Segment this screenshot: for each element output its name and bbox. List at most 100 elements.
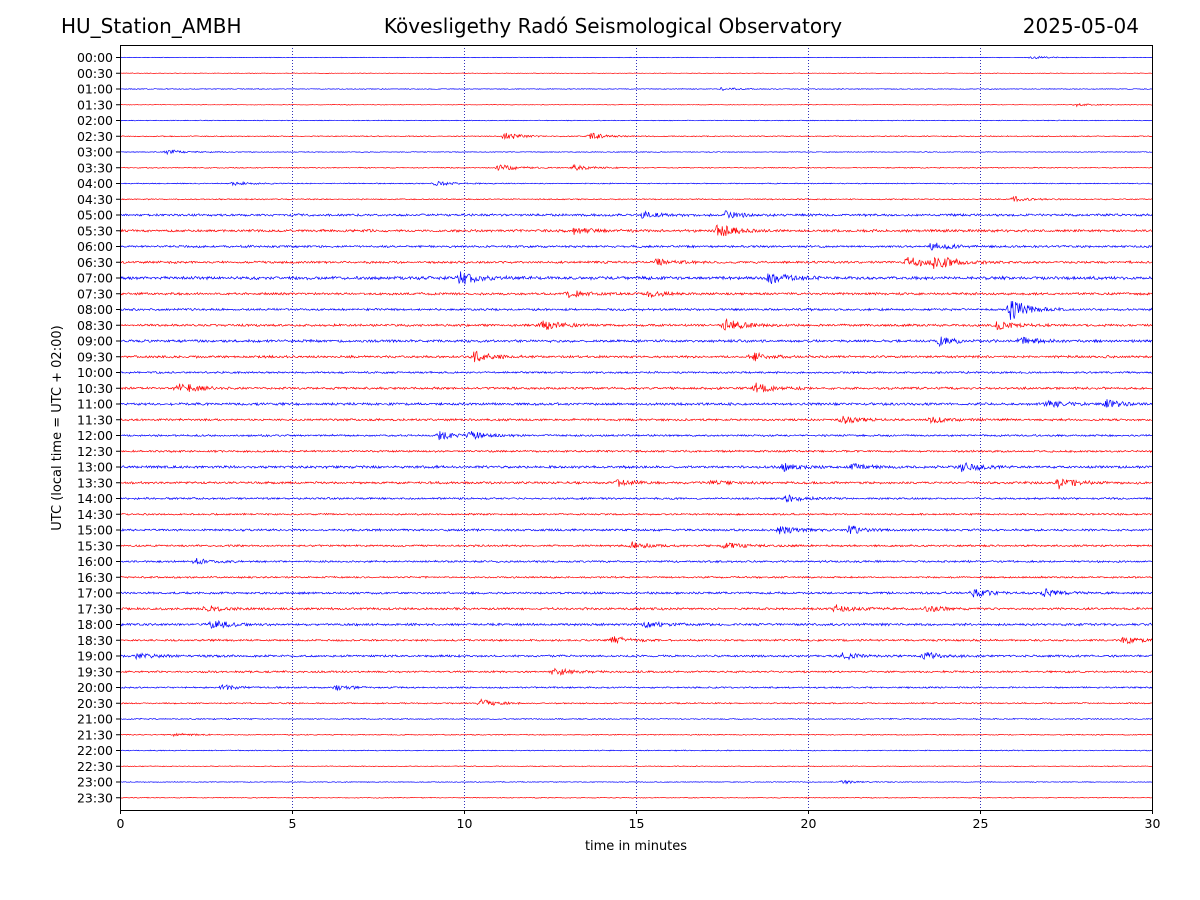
y-tick-label: 11:00 [77,397,113,412]
y-tick-label: 21:30 [77,727,113,742]
y-tick-label: 19:00 [77,649,113,664]
trace-1100 [119,399,1153,409]
y-tick-label: 20:00 [77,680,113,695]
y-tick-label: 15:00 [77,523,113,538]
trace-0230 [119,132,1153,140]
trace-0330 [119,163,1153,172]
y-tick-label: 07:00 [77,271,113,286]
trace-0730 [119,290,1153,299]
y-tick-label: 08:00 [77,302,113,317]
trace-1700 [120,588,1153,598]
trace-0400 [119,180,1153,187]
y-tick-label: 16:00 [77,554,113,569]
trace-0800 [119,300,1153,320]
trace-2230 [120,765,1153,768]
trace-0530 [119,224,1153,237]
y-tick-label: 01:30 [77,97,113,112]
trace-1630 [119,575,1153,579]
trace-2100 [119,717,1153,721]
date-label: 2025-05-04 [1022,14,1139,38]
trace-0000 [119,55,1152,60]
y-tick-label: 09:30 [77,349,113,364]
y-tick-label: 13:00 [77,460,113,475]
y-tick-label: 18:00 [77,617,113,632]
trace-1830 [119,636,1153,645]
y-tick-label: 20:30 [77,696,113,711]
trace-0830 [119,317,1153,331]
trace-1200 [119,431,1153,441]
trace-1330 [119,478,1153,490]
y-axis-ticks: 00:0000:3001:0001:3002:0002:3003:0003:30… [77,50,120,805]
y-tick-label: 12:00 [77,428,113,443]
trace-1300 [119,462,1153,473]
trace-0630 [119,256,1153,269]
x-tick-label: 15 [629,816,645,831]
trace-2130 [120,732,1153,738]
trace-0900 [119,336,1153,348]
trace-1030 [119,382,1153,393]
trace-0300 [119,149,1153,156]
y-tick-label: 21:00 [77,712,113,727]
chart-title: Kövesligethy Radó Seismological Observat… [383,14,843,38]
trace-0700 [119,271,1153,285]
y-tick-label: 02:00 [77,113,113,128]
trace-1530 [119,541,1153,549]
y-tick-label: 06:30 [77,255,113,270]
y-tick-label: 05:00 [77,208,113,223]
y-tick-label: 09:00 [77,334,113,349]
seismic-traces [119,55,1153,799]
plot-frame [120,45,1153,811]
trace-1400 [119,494,1153,503]
y-tick-label: 14:30 [77,507,113,522]
y-tick-label: 13:30 [77,475,113,490]
y-tick-label: 11:30 [77,412,113,427]
x-axis-label: time in minutes [585,839,687,854]
y-tick-label: 19:30 [77,664,113,679]
y-tick-label: 14:00 [77,491,113,506]
y-tick-label: 16:30 [77,570,113,585]
y-tick-label: 17:30 [77,601,113,616]
x-tick-label: 5 [289,816,297,831]
y-tick-label: 10:30 [77,381,113,396]
trace-1800 [119,619,1153,629]
y-tick-label: 04:00 [77,176,113,191]
trace-1130 [119,415,1153,425]
trace-1600 [120,558,1152,565]
trace-1500 [119,525,1153,535]
trace-0930 [119,350,1153,363]
y-tick-label: 00:30 [77,66,113,81]
trace-0500 [119,210,1153,219]
y-axis-label: UTC (local time = UTC + 02:00) [50,325,65,530]
trace-2000 [119,684,1153,692]
y-tick-label: 07:30 [77,286,113,301]
y-tick-label: 12:30 [77,444,113,459]
trace-0130 [119,102,1153,108]
y-tick-label: 10:00 [77,365,113,380]
y-tick-label: 05:30 [77,223,113,238]
trace-1730 [119,604,1153,613]
x-tick-label: 30 [1145,816,1161,831]
x-axis-ticks: 0 5 10 15 20 25 30 [117,810,1161,831]
trace-1430 [119,512,1153,516]
station-label: HU_Station_AMBH [61,14,242,38]
trace-2330 [119,796,1152,799]
trace-0430 [119,195,1153,203]
y-tick-label: 22:30 [77,759,113,774]
trace-2200 [120,749,1153,752]
y-tick-label: 06:00 [77,239,113,254]
y-tick-label: 15:30 [77,538,113,553]
grid-lines [292,45,981,810]
x-tick-label: 25 [973,816,989,831]
y-tick-label: 01:00 [77,82,113,97]
y-tick-label: 23:00 [77,775,113,790]
trace-2030 [120,698,1153,706]
y-tick-label: 03:30 [77,160,113,175]
y-tick-label: 04:30 [77,192,113,207]
y-tick-label: 17:00 [77,586,113,601]
trace-2300 [120,779,1152,785]
trace-1000 [119,370,1153,375]
x-tick-label: 10 [457,816,473,831]
y-tick-label: 22:00 [77,743,113,758]
trace-0100 [119,87,1153,92]
